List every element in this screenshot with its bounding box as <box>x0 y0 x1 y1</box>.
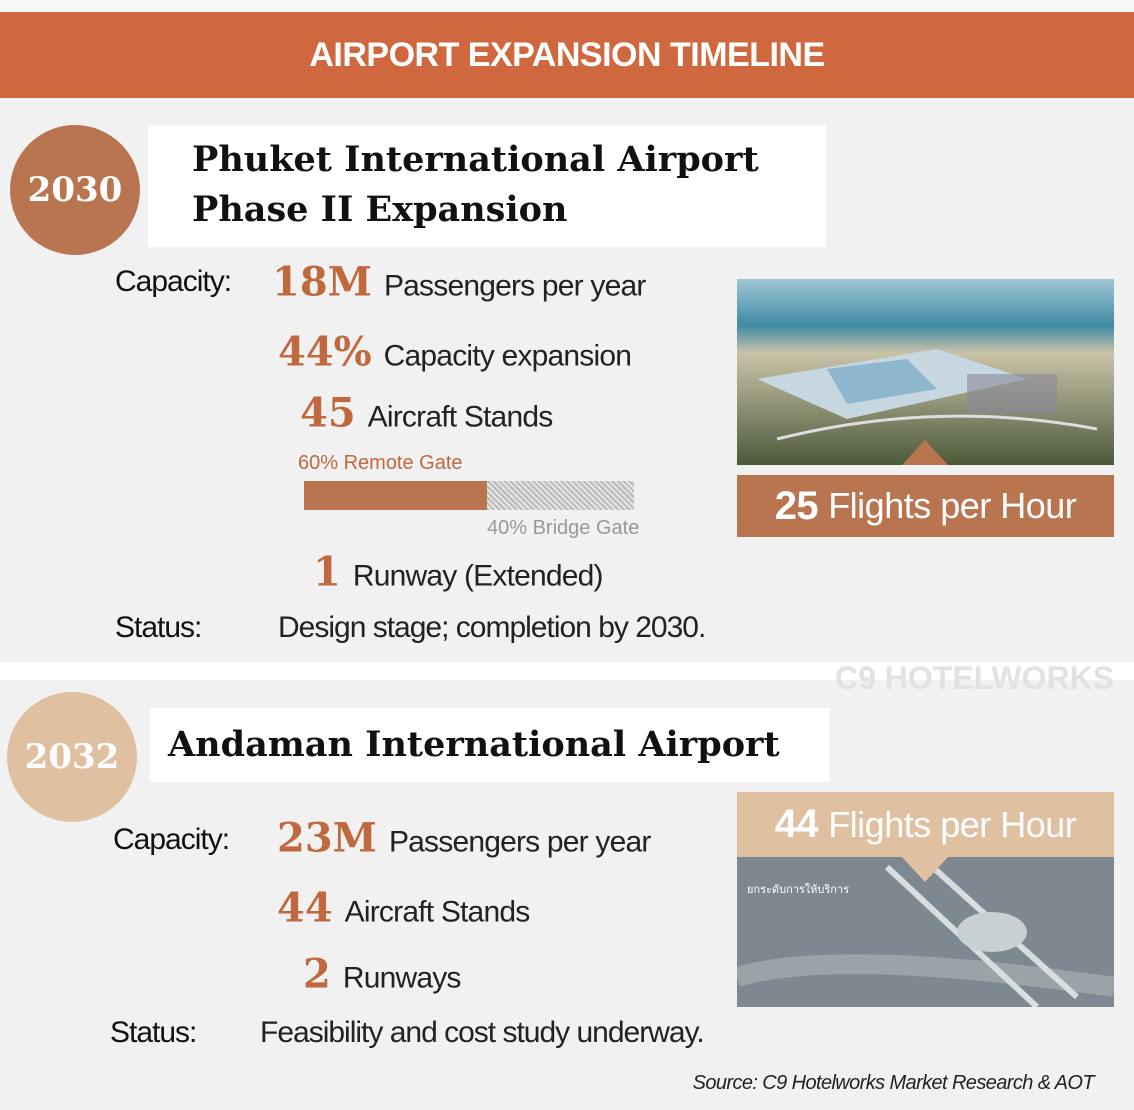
year-badge: 2030 <box>10 125 140 255</box>
header-title: AIRPORT EXPANSION TIMELINE <box>309 35 825 74</box>
capacity-item: 44 Aircraft Stands <box>277 884 531 932</box>
gate-bar-remote <box>304 481 487 510</box>
capacity-item: 44% Capacity expansion <box>278 328 632 376</box>
watermark: C9 HOTELWORKS <box>835 660 1115 696</box>
status-text: Feasibility and cost study underway. <box>260 1016 705 1049</box>
status-label: Status: <box>115 611 202 644</box>
gate-label: 60% Remote Gate <box>298 452 463 474</box>
capacity-item: 2 Runways <box>303 951 461 998</box>
item-value: 23M <box>277 814 377 862</box>
item-text: Passengers per year <box>383 269 646 303</box>
item-value: 2 <box>303 950 331 998</box>
item-value: 44% <box>278 328 372 376</box>
title-box: Phuket International Airport Phase II Ex… <box>148 125 826 247</box>
capacity-item: 23M Passengers per year <box>277 815 651 862</box>
source-note: Source: C9 Hotelworks Market Research & … <box>692 1072 1095 1094</box>
title-box: Andaman International Airport <box>150 708 830 782</box>
gate-bar-bridge <box>487 481 634 510</box>
flights-text: Flights per Hour <box>828 803 1077 845</box>
section-title: Phase II Expansion <box>192 189 568 230</box>
flights-box: 25 Flights per Hour <box>737 475 1114 537</box>
airport-render <box>737 857 1114 1007</box>
gate-label: 40% Bridge Gate <box>487 517 640 539</box>
section-title: Phuket International Airport <box>192 139 759 180</box>
section-title: Andaman International Airport <box>168 724 780 765</box>
item-value: 44 <box>277 884 333 932</box>
image-caption: ยกระดับการให้บริการ <box>747 884 850 896</box>
item-text: Aircraft Stands <box>367 400 554 434</box>
flights-text: Flights per Hour <box>828 485 1077 526</box>
capacity-label: Capacity: <box>113 823 230 856</box>
item-text: Passengers per year <box>388 825 651 859</box>
status-label: Status: <box>110 1016 197 1049</box>
capacity-item: 45 Aircraft Stands <box>300 389 554 437</box>
item-value: 1 <box>313 548 341 596</box>
item-value: 45 <box>300 389 356 437</box>
capacity-label: Capacity: <box>115 265 232 298</box>
item-text: Runway (Extended) <box>352 559 604 593</box>
flights-box: 44 Flights per Hour <box>737 792 1114 857</box>
item-text: Aircraft Stands <box>344 895 531 929</box>
year-badge: 2032 <box>7 692 137 822</box>
airport-photo <box>737 279 1114 465</box>
top-strip <box>0 0 1134 12</box>
item-text: Runways <box>342 961 462 995</box>
flights-value: 44 <box>774 802 819 846</box>
header-bar: AIRPORT EXPANSION TIMELINE <box>0 12 1134 98</box>
status-text: Design stage; completion by 2030. <box>278 611 706 644</box>
flights-value: 25 <box>774 483 819 528</box>
capacity-item: 1 Runway (Extended) <box>313 548 604 596</box>
item-value: 18M <box>272 258 372 306</box>
item-text: Capacity expansion <box>383 339 632 373</box>
capacity-item: 18M Passengers per year <box>272 259 646 306</box>
